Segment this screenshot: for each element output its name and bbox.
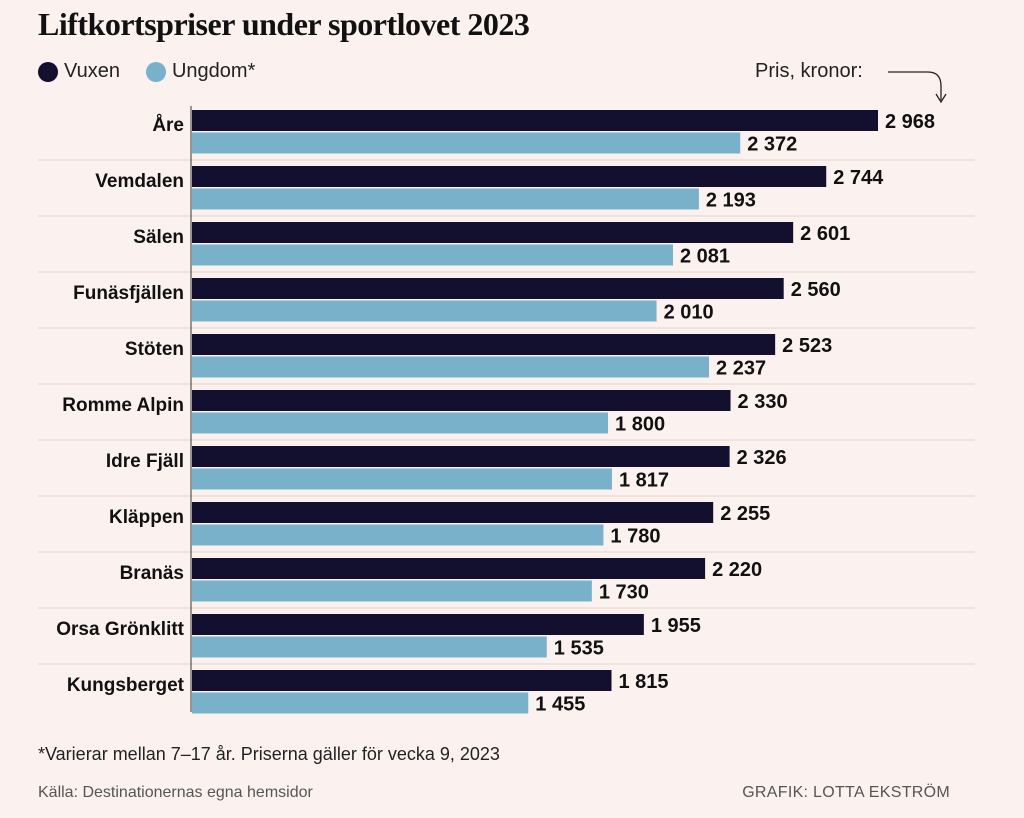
bar-sälen-vuxen	[192, 222, 794, 243]
category-label-vemdalen: Vemdalen	[95, 171, 184, 192]
value-label-stöten-ungdom: 2 237	[716, 358, 766, 380]
legend-swatch-vuxen	[38, 61, 58, 82]
bar-idre-fjäll-vuxen	[192, 446, 730, 467]
value-label-idre-fjäll-ungdom: 1 817	[619, 470, 669, 492]
bar-kläppen-ungdom	[192, 524, 604, 546]
unit-arrow-icon	[888, 71, 947, 104]
bar-vemdalen-vuxen	[192, 166, 827, 187]
bar-kungsberget-vuxen	[192, 670, 612, 691]
value-label-åre-ungdom: 2 372	[747, 134, 797, 156]
category-label-sälen: Sälen	[133, 227, 184, 248]
value-label-kungsberget-ungdom: 1 455	[535, 694, 585, 716]
legend: Vuxen Ungdom*	[38, 60, 281, 83]
bar-branäs-vuxen	[192, 558, 706, 579]
bar-romme-alpin-vuxen	[192, 390, 731, 411]
category-label-branäs: Branäs	[120, 563, 184, 584]
value-label-orsa-grönklitt-vuxen: 1 955	[651, 615, 701, 637]
value-label-vemdalen-vuxen: 2 744	[833, 167, 884, 189]
value-label-funäsfjällen-vuxen: 2 560	[791, 279, 841, 301]
bar-chart: Åre 2 968 2 372 Vemdalen 2 744 2 193 Sälen 2 60…	[38, 71, 975, 716]
category-label-idre-fjäll: Idre Fjäll	[106, 451, 184, 472]
bar-funäsfjällen-ungdom	[192, 300, 657, 322]
legend-item-ungdom: Ungdom*	[145, 60, 256, 83]
value-label-funäsfjällen-ungdom: 2 010	[664, 302, 714, 324]
graphic-credit: GRAFIK: LOTTA EKSTRÖM	[742, 784, 950, 801]
legend-swatch-ungdom	[145, 61, 166, 82]
value-label-branäs-vuxen: 2 220	[712, 559, 762, 581]
value-label-vemdalen-ungdom: 2 193	[706, 190, 756, 212]
value-label-kläppen-vuxen: 2 255	[720, 503, 770, 525]
bar-åre-ungdom	[192, 132, 741, 154]
legend-label-ungdom: Ungdom*	[171, 60, 256, 82]
category-label-kläppen: Kläppen	[109, 507, 184, 528]
category-label-stöten: Stöten	[125, 339, 184, 360]
bar-funäsfjällen-vuxen	[192, 278, 784, 299]
value-label-stöten-vuxen: 2 523	[782, 335, 832, 357]
category-label-funäsfjällen: Funäsfjällen	[73, 283, 184, 304]
bar-sälen-ungdom	[192, 244, 673, 266]
value-label-idre-fjäll-vuxen: 2 326	[737, 447, 787, 469]
bar-orsa-grönklitt-ungdom	[192, 636, 547, 658]
category-label-kungsberget: Kungsberget	[67, 675, 185, 696]
source-note: Källa: Destinationernas egna hemsidor	[38, 784, 313, 801]
category-label-åre: Åre	[152, 115, 184, 136]
bar-orsa-grönklitt-vuxen	[192, 614, 644, 635]
value-label-sälen-vuxen: 2 601	[800, 223, 850, 245]
bar-stöten-ungdom	[192, 356, 710, 378]
value-label-åre-vuxen: 2 968	[885, 111, 935, 133]
legend-item-vuxen: Vuxen	[38, 60, 120, 83]
legend-label-vuxen: Vuxen	[64, 60, 120, 82]
unit-note: Pris, kronor:	[755, 60, 863, 82]
value-label-branäs-ungdom: 1 730	[599, 582, 649, 604]
bar-åre-vuxen	[192, 110, 878, 131]
value-label-romme-alpin-vuxen: 2 330	[738, 391, 788, 413]
chart-title: Liftkortspriser under sportlovet 2023	[38, 6, 530, 42]
value-label-romme-alpin-ungdom: 1 800	[615, 414, 665, 436]
bar-romme-alpin-ungdom	[192, 412, 609, 434]
footnote: *Varierar mellan 7–17 år. Priserna gälle…	[38, 744, 500, 764]
value-label-kläppen-ungdom: 1 780	[610, 526, 660, 548]
category-label-orsa-grönklitt: Orsa Grönklitt	[56, 619, 184, 640]
category-label-romme-alpin: Romme Alpin	[62, 395, 184, 416]
bar-branäs-ungdom	[192, 580, 592, 602]
value-label-kungsberget-vuxen: 1 815	[619, 671, 669, 693]
bar-kungsberget-ungdom	[192, 692, 529, 714]
bar-vemdalen-ungdom	[192, 188, 699, 210]
bar-kläppen-vuxen	[192, 502, 714, 523]
value-label-sälen-ungdom: 2 081	[680, 246, 730, 268]
bar-stöten-vuxen	[192, 334, 776, 355]
bar-idre-fjäll-ungdom	[192, 468, 612, 490]
value-label-orsa-grönklitt-ungdom: 1 535	[554, 638, 604, 660]
